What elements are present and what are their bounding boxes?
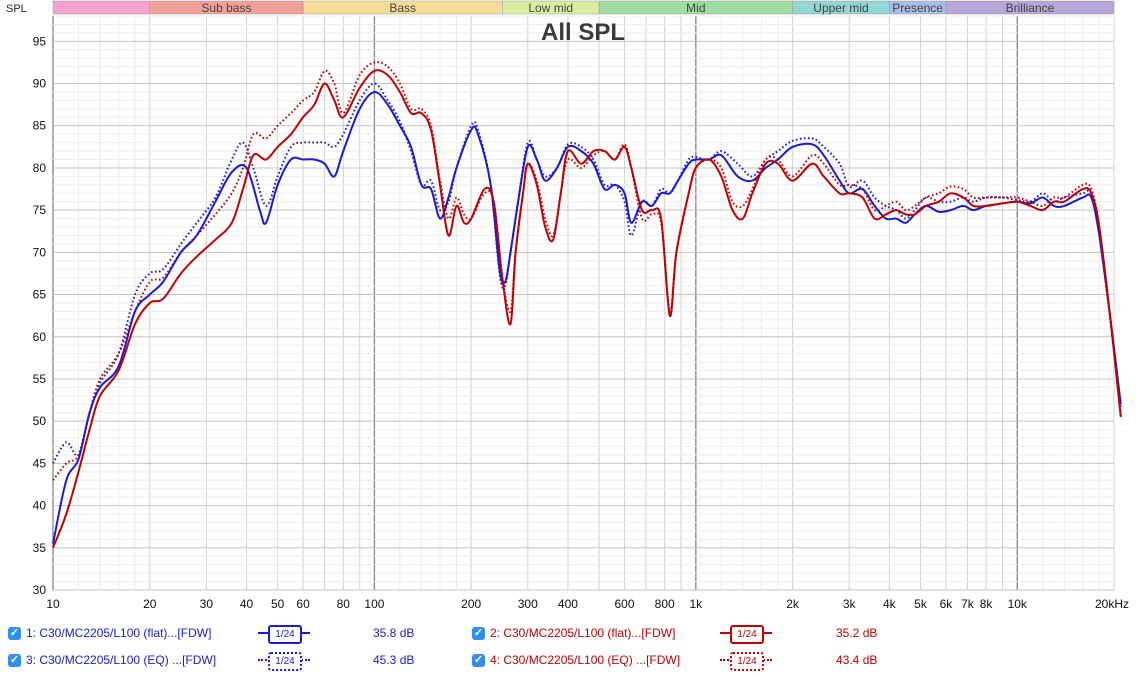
band-label-2: Bass	[389, 1, 416, 15]
x-tick-label: 60	[296, 597, 310, 610]
legend-checkbox-3[interactable]: ✓	[8, 653, 21, 667]
x-tick-label: 2k	[786, 597, 800, 610]
smoothing-label-2: 1/24	[730, 625, 764, 644]
x-tick-label: 10k	[1008, 597, 1028, 610]
y-tick-label: 90	[33, 77, 47, 91]
smoothing-label-3: 1/24	[268, 652, 302, 671]
y-tick-label: 60	[33, 330, 47, 344]
legend-smoothing-1[interactable]: 1/24	[258, 624, 310, 644]
y-tick-label: 35	[33, 541, 47, 555]
legend-smoothing-3[interactable]: 1/24	[258, 651, 310, 671]
x-tick-label: 400	[558, 597, 578, 610]
x-tick-label: 800	[655, 597, 675, 610]
x-tick-label: 5k	[914, 597, 928, 610]
smoothing-label-4: 1/24	[730, 652, 764, 671]
legend-smoothing-4[interactable]: 1/24	[720, 651, 772, 671]
y-tick-label: 45	[33, 456, 47, 470]
band-7	[945, 0, 1115, 15]
y-axis-label: SPL	[6, 3, 27, 15]
band-label-1: Sub bass	[201, 1, 251, 15]
x-tick-label: 30	[200, 597, 214, 610]
band-label-3: Low mid	[528, 1, 573, 15]
x-tick-label: 20kHz	[1095, 597, 1129, 610]
band-label-7: Brilliance	[1006, 1, 1055, 15]
legend-label-2: 2: C30/MC2205/L100 (flat)...[FDW]	[490, 626, 676, 640]
legend-level-1: 35.8 dB	[373, 626, 415, 640]
x-tick-label: 50	[271, 597, 285, 610]
band-label-6: Presence	[892, 1, 943, 15]
x-tick-label: 300	[518, 597, 538, 610]
x-tick-label: 4k	[883, 597, 897, 610]
band-label-5: Upper mid	[813, 1, 868, 15]
x-tick-label: 100	[364, 597, 384, 610]
x-tick-label: 8k	[980, 597, 994, 610]
y-tick-label: 95	[33, 34, 47, 48]
chart-title: All SPL	[541, 19, 625, 46]
legend-level-3: 45.3 dB	[373, 653, 415, 667]
legend-item-3[interactable]: ✓ 3: C30/MC2205/L100 (EQ) ...[FDW]	[8, 649, 216, 671]
legend-checkbox-4[interactable]: ✓	[472, 653, 485, 667]
x-tick-label: 6k	[940, 597, 954, 610]
x-tick-label: 20	[143, 597, 157, 610]
legend-label-1: 1: C30/MC2205/L100 (flat)...[FDW]	[26, 626, 212, 640]
y-tick-label: 80	[33, 161, 47, 175]
x-tick-label: 3k	[843, 597, 857, 610]
spl-chart: Sub bass Bass Low mid Mid Upper mid Presence B…	[6, 0, 1129, 610]
y-tick-label: 75	[33, 203, 47, 217]
y-tick-label: 55	[33, 372, 47, 386]
legend-label-4: 4: C30/MC2205/L100 (EQ) ...[FDW]	[490, 653, 681, 667]
legend-checkbox-2[interactable]: ✓	[472, 626, 485, 640]
y-tick-label: 70	[33, 245, 47, 259]
legend-level-4: 43.4 dB	[836, 653, 878, 667]
legend-item-2[interactable]: ✓ 2: C30/MC2205/L100 (flat)...[FDW]	[472, 622, 675, 644]
x-tick-label: 1k	[689, 597, 703, 610]
y-tick-label: 85	[33, 119, 47, 133]
band-label-4: Mid	[686, 1, 705, 15]
x-tick-label: 10	[46, 597, 60, 610]
legend-level-2: 35.2 dB	[836, 626, 878, 640]
legend-smoothing-2[interactable]: 1/24	[720, 624, 772, 644]
legend-label-3: 3: C30/MC2205/L100 (EQ) ...[FDW]	[26, 653, 217, 667]
series-line-2	[52, 82, 1122, 464]
legend-row-1: ✓ 1: C30/MC2205/L100 (flat)...[FDW] 1/24…	[0, 622, 1140, 644]
y-tick-label: 50	[33, 414, 47, 428]
y-tick-label: 40	[33, 499, 47, 513]
legend-checkbox-1[interactable]: ✓	[8, 626, 21, 640]
y-tick-label: 30	[33, 583, 47, 597]
legend-item-4[interactable]: ✓ 4: C30/MC2205/L100 (EQ) ...[FDW]	[472, 649, 680, 671]
series-line-4	[52, 60, 1122, 481]
x-tick-label: 7k	[961, 597, 975, 610]
legend-item-1[interactable]: ✓ 1: C30/MC2205/L100 (flat)...[FDW]	[8, 622, 211, 644]
series-line-3	[52, 69, 1122, 549]
x-tick-label: 80	[337, 597, 351, 610]
x-tick-label: 200	[461, 597, 481, 610]
legend-row-2: ✓ 3: C30/MC2205/L100 (EQ) ...[FDW] 1/24 …	[0, 649, 1140, 671]
y-tick-label: 65	[33, 288, 47, 302]
x-tick-label: 600	[615, 597, 635, 610]
band-0	[52, 0, 151, 15]
x-tick-label: 40	[240, 597, 254, 610]
smoothing-label-1: 1/24	[268, 625, 302, 644]
